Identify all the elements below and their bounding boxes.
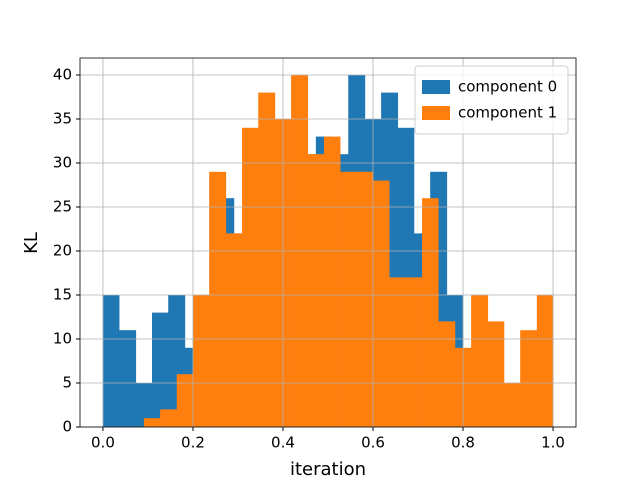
bar [102, 294, 120, 427]
bar [119, 330, 137, 427]
bar [471, 294, 489, 427]
x-tick-label: 0.4 [271, 434, 295, 452]
bar [160, 409, 178, 427]
x-tick-label: 0.2 [181, 434, 205, 452]
y-tick-label: 25 [53, 197, 72, 215]
bar [176, 374, 194, 427]
legend-swatch [422, 106, 450, 120]
legend-label: component 1 [458, 104, 557, 122]
x-tick-label: 0.0 [91, 434, 115, 452]
x-tick-label: 0.6 [361, 434, 385, 452]
bar [152, 312, 169, 427]
x-axis-label: iteration [290, 459, 366, 480]
y-tick-label: 40 [53, 65, 72, 83]
legend-label: component 0 [458, 78, 557, 96]
bar [242, 127, 259, 428]
bar [323, 136, 341, 427]
bar [192, 294, 210, 427]
y-tick-label: 0 [62, 418, 72, 436]
plot-frame [79, 57, 577, 428]
bar [340, 171, 358, 427]
bar [143, 418, 161, 427]
bar [356, 171, 374, 427]
bar [389, 277, 407, 427]
bar [258, 92, 276, 427]
y-tick-label: 35 [53, 109, 72, 127]
bar [307, 154, 325, 427]
y-tick-label: 15 [53, 285, 72, 303]
y-tick-label: 10 [53, 329, 72, 347]
bar [209, 171, 227, 427]
y-tick-label: 30 [53, 153, 72, 171]
x-tick-label: 1.0 [541, 434, 565, 452]
bar [536, 294, 554, 427]
y-axis-label: KL [21, 232, 42, 254]
x-tick-label: 0.8 [451, 434, 475, 452]
legend: component 0 component 1 [414, 65, 569, 135]
legend-box [414, 65, 569, 135]
legend-swatch [422, 80, 450, 94]
y-tick-label: 20 [53, 241, 72, 259]
bar [438, 321, 456, 427]
bar [487, 321, 505, 427]
bar [503, 382, 521, 427]
bar [225, 233, 243, 427]
bar [405, 277, 423, 427]
y-tick-label: 5 [62, 373, 72, 391]
bar [422, 198, 439, 427]
bar [135, 382, 153, 427]
bar [373, 180, 390, 427]
bar [520, 330, 538, 427]
